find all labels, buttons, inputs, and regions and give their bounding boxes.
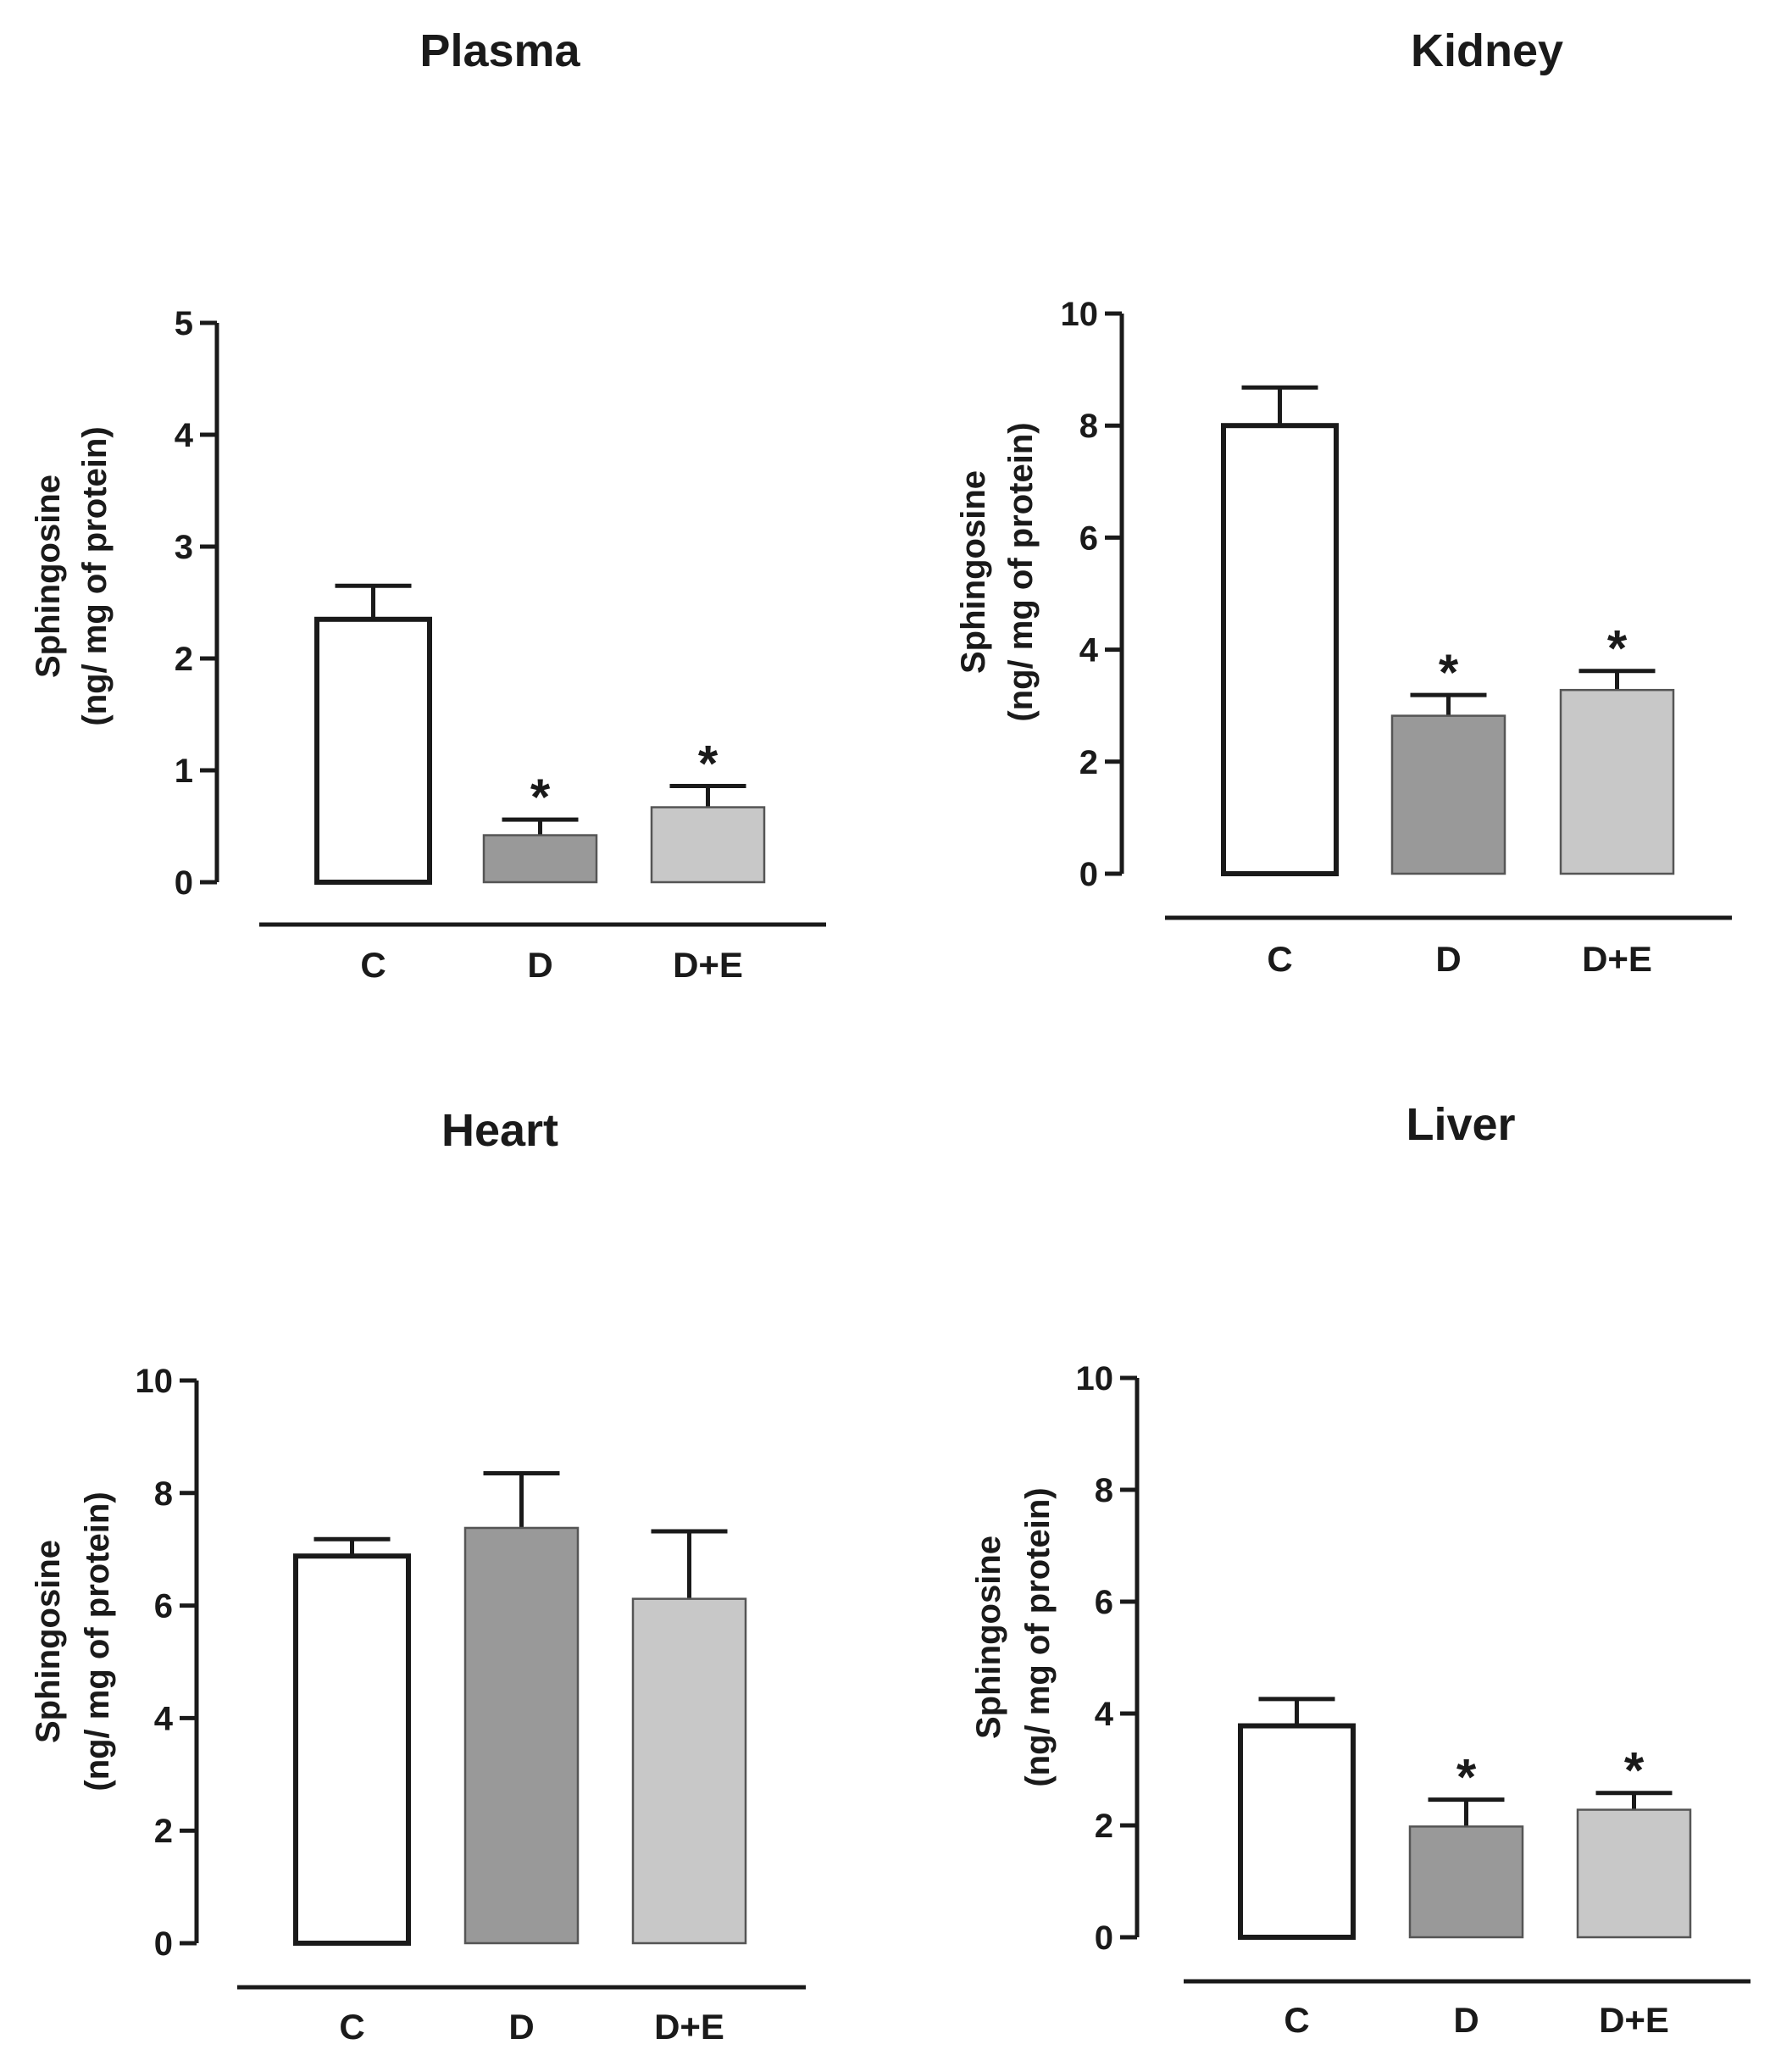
y-tick-label: 8 (154, 1475, 173, 1513)
y-tick-label: 2 (154, 1813, 173, 1850)
x-category-label: C (360, 945, 386, 985)
y-axis-label-units: (ng/ mg of protein) (1002, 422, 1040, 721)
y-tick-label: 8 (1079, 408, 1098, 445)
x-category-label: D+E (1599, 2000, 1669, 2040)
x-category-label: D+E (673, 945, 743, 985)
x-category-label: D (1453, 2000, 1479, 2040)
bar-kidney-C (1221, 423, 1339, 876)
x-category-label: C (1284, 2000, 1309, 2040)
y-axis-label: Sphingosine (970, 1536, 1007, 1739)
y-tick-label: 0 (154, 1925, 173, 1963)
y-tick-label: 0 (175, 864, 193, 902)
y-axis-label: Sphingosine (955, 470, 992, 674)
bar-kidney-D+E (1559, 688, 1675, 875)
y-tick-label: 8 (1095, 1472, 1113, 1509)
significance-marker: * (530, 769, 551, 825)
bar-liver-C (1238, 1723, 1356, 1941)
bar-liver-D+E (1576, 1808, 1692, 1939)
chart-panel-heart: Heart 0 2 4 6 8 10 Sphingosine (ng/ mg of protei… (30, 1105, 806, 2047)
y-tick-label: 4 (154, 1700, 174, 1737)
x-category-label: D+E (654, 2007, 724, 2047)
y-tick-label: 2 (1095, 1808, 1113, 1845)
y-tick-label: 1 (175, 753, 193, 790)
y-tick-label: 0 (1079, 856, 1098, 893)
y-axis-label-units: (ng/ mg of protein) (79, 1492, 116, 1791)
y-axis-label-units: (ng/ mg of protein) (76, 426, 114, 725)
y-axis-label-units: (ng/ mg of protein) (1019, 1487, 1057, 1786)
chart-panel-liver: Liver 0 2 4 6 8 10 Sphingosine (ng/ mg of protei… (970, 1099, 1750, 2040)
y-tick-label: 4 (1095, 1696, 1114, 1733)
y-tick-label: 6 (1079, 519, 1098, 557)
x-category-label: D (508, 2007, 534, 2047)
y-tick-label: 6 (154, 1588, 173, 1625)
y-tick-label: 10 (1076, 1360, 1114, 1397)
panel-title: Liver (1406, 1099, 1515, 1150)
bar-plasma-D+E (650, 806, 766, 884)
panel-title: Kidney (1411, 25, 1563, 76)
y-axis-label: Sphingosine (30, 475, 67, 678)
y-tick-label: 4 (175, 417, 194, 454)
y-tick-label: 10 (136, 1363, 174, 1400)
x-category-label: C (339, 2007, 364, 2047)
bar-plasma-D (482, 834, 598, 884)
x-category-label: C (1267, 939, 1292, 979)
y-tick-label: 10 (1061, 296, 1099, 333)
y-tick-label: 2 (175, 641, 193, 678)
chart-panel-kidney: Kidney 0 2 4 6 8 10 Sphingosine (ng/ mg of prote… (955, 25, 1732, 979)
y-tick-label: 0 (1095, 1919, 1113, 1957)
significance-marker: * (1439, 644, 1459, 701)
x-category-label: D (527, 945, 552, 985)
y-tick-label: 5 (175, 305, 193, 342)
significance-marker: * (698, 735, 719, 792)
significance-marker: * (1624, 1742, 1645, 1799)
y-axis-label: Sphingosine (30, 1540, 67, 1743)
y-tick-label: 6 (1095, 1584, 1113, 1621)
bar-heart-C (293, 1553, 411, 1946)
significance-marker: * (1607, 620, 1628, 677)
x-category-label: D+E (1582, 939, 1652, 979)
bar-kidney-D (1390, 714, 1506, 875)
x-category-label: D (1435, 939, 1461, 979)
significance-marker: * (1456, 1749, 1477, 1806)
chart-panel-plasma: Plasma 0 1 2 3 4 5 Sphingosine (ng/ mg of protei… (30, 25, 826, 985)
y-tick-label: 4 (1079, 632, 1099, 669)
panel-title: Heart (441, 1105, 558, 1156)
bar-plasma-C (314, 616, 432, 885)
bar-liver-D (1408, 1825, 1524, 1939)
bar-heart-D (463, 1526, 580, 1945)
panel-title: Plasma (419, 25, 580, 76)
y-tick-label: 2 (1079, 744, 1098, 781)
bar-heart-D+E (631, 1597, 747, 1945)
y-tick-label: 3 (175, 529, 193, 566)
